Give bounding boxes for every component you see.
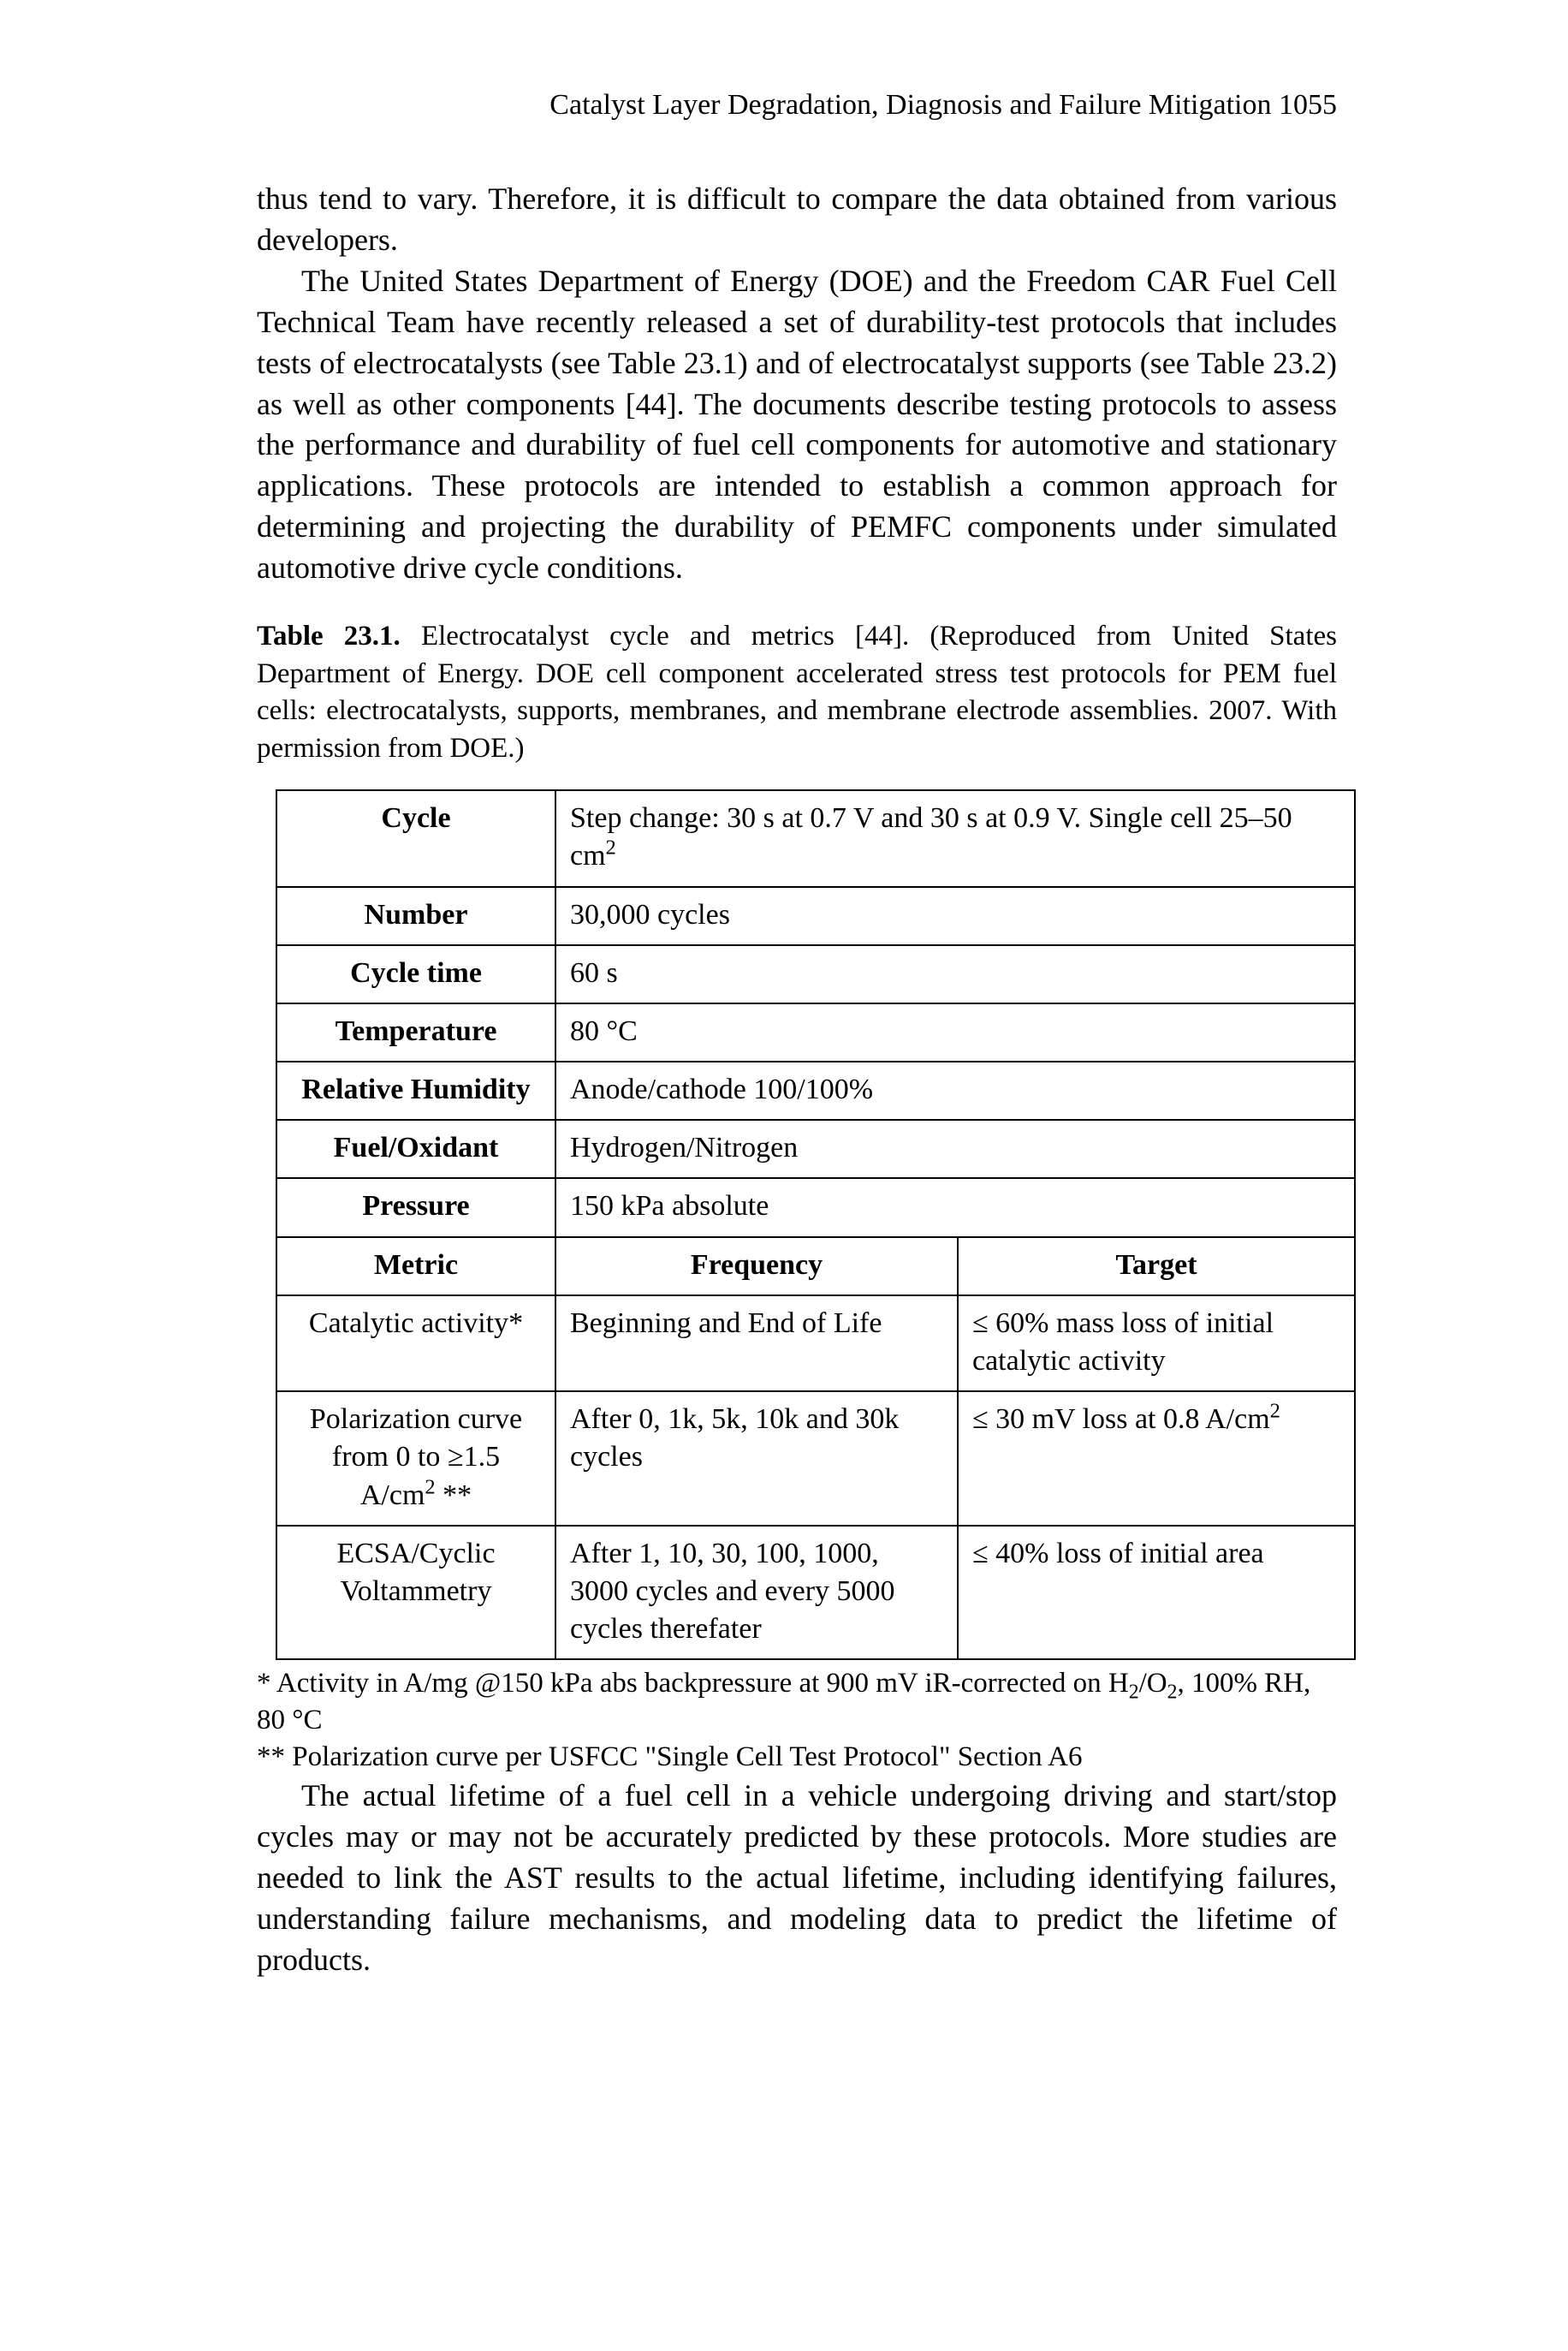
metric-frequency: After 0, 1k, 5k, 10k and 30k cycles: [555, 1391, 958, 1526]
metric-label: Catalytic activity*: [276, 1295, 555, 1391]
table-row: Temperature 80 °C: [276, 1003, 1355, 1062]
param-label: Fuel/Oxidant: [276, 1120, 555, 1178]
footnote-1: * Activity in A/mg @150 kPa abs backpres…: [257, 1665, 1337, 1739]
param-label: Relative Humidity: [276, 1062, 555, 1120]
param-label: Cycle: [276, 790, 555, 886]
table-footnotes: * Activity in A/mg @150 kPa abs backpres…: [257, 1665, 1337, 1776]
param-value: 150 kPa absolute: [555, 1178, 1355, 1236]
target-header: Target: [958, 1237, 1355, 1295]
running-head: Catalyst Layer Degradation, Diagnosis an…: [257, 86, 1337, 124]
param-value: 60 s: [555, 945, 1355, 1003]
table-row: Cycle time 60 s: [276, 945, 1355, 1003]
param-value: Anode/cathode 100/100%: [555, 1062, 1355, 1120]
metric-header: Metric: [276, 1237, 555, 1295]
table-caption-label: Table 23.1.: [257, 621, 401, 652]
metric-target: ≤ 30 mV loss at 0.8 A/cm2: [958, 1391, 1355, 1526]
table-23-1-caption: Table 23.1. Electrocatalyst cycle and me…: [257, 618, 1337, 767]
table-row: Catalytic activity* Beginning and End of…: [276, 1295, 1355, 1391]
metric-label: ECSA/Cyclic Voltammetry: [276, 1526, 555, 1660]
page: Catalyst Layer Degradation, Diagnosis an…: [0, 0, 1568, 2351]
param-value: Hydrogen/Nitrogen: [555, 1120, 1355, 1178]
table-metrics-header: Metric Frequency Target: [276, 1237, 1355, 1295]
footnote-2: ** Polarization curve per USFCC "Single …: [257, 1739, 1337, 1776]
metric-label: Polarization curve from 0 to ≥1.5 A/cm2 …: [276, 1391, 555, 1526]
param-value: 80 °C: [555, 1003, 1355, 1062]
table-row: Relative Humidity Anode/cathode 100/100%: [276, 1062, 1355, 1120]
table-body: Cycle Step change: 30 s at 0.7 V and 30 …: [276, 790, 1355, 1659]
param-value: 30,000 cycles: [555, 887, 1355, 945]
param-label: Number: [276, 887, 555, 945]
metric-frequency: After 1, 10, 30, 100, 1000, 3000 cycles …: [555, 1526, 958, 1660]
metric-frequency: Beginning and End of Life: [555, 1295, 958, 1391]
param-label: Cycle time: [276, 945, 555, 1003]
table-row: Cycle Step change: 30 s at 0.7 V and 30 …: [276, 790, 1355, 886]
table-row: Number 30,000 cycles: [276, 887, 1355, 945]
table-caption-text: Electrocatalyst cycle and metrics [44]. …: [257, 621, 1337, 764]
param-label: Temperature: [276, 1003, 555, 1062]
paragraph-2: The United States Department of Energy (…: [257, 261, 1337, 589]
table-23-1: Cycle Step change: 30 s at 0.7 V and 30 …: [276, 789, 1356, 1660]
table-row: Fuel/Oxidant Hydrogen/Nitrogen: [276, 1120, 1355, 1178]
param-label: Pressure: [276, 1178, 555, 1236]
paragraph-1: thus tend to vary. Therefore, it is diff…: [257, 179, 1337, 261]
paragraph-3: The actual lifetime of a fuel cell in a …: [257, 1776, 1337, 1980]
metric-target: ≤ 40% loss of initial area: [958, 1526, 1355, 1660]
param-value: Step change: 30 s at 0.7 V and 30 s at 0…: [555, 790, 1355, 886]
metric-target: ≤ 60% mass loss of initial catalytic act…: [958, 1295, 1355, 1391]
frequency-header: Frequency: [555, 1237, 958, 1295]
table-row: Polarization curve from 0 to ≥1.5 A/cm2 …: [276, 1391, 1355, 1526]
table-row: ECSA/Cyclic Voltammetry After 1, 10, 30,…: [276, 1526, 1355, 1660]
table-row: Pressure 150 kPa absolute: [276, 1178, 1355, 1236]
